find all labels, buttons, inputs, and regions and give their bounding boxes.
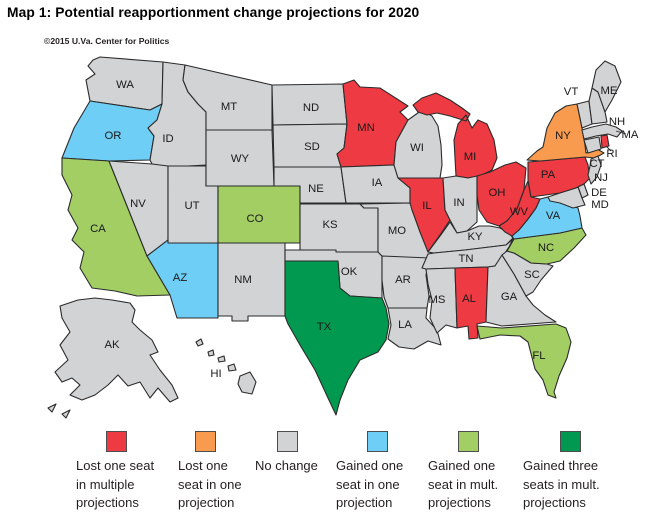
- legend-swatch-gained_one_mult: [458, 431, 479, 452]
- state-ks: [299, 203, 379, 253]
- state-label-or: OR: [105, 130, 122, 142]
- state-label-ia: IA: [372, 177, 383, 189]
- state-label-pa: PA: [541, 169, 556, 181]
- state-label-ms: MS: [429, 294, 446, 306]
- state-ak: [47, 297, 179, 419]
- legend-label-lost_multiple: Lost one seat in multiple projections: [76, 458, 155, 511]
- legend-swatch-lost_multiple: [106, 431, 127, 452]
- state-label-ak: AK: [104, 339, 120, 351]
- legend-item-gained_one_mult: Gained one seat in mult. projections: [428, 431, 498, 513]
- state-label-nc: NC: [538, 242, 554, 254]
- state-vt: [576, 100, 593, 129]
- state-fl: [476, 323, 572, 399]
- state-label-la: LA: [398, 319, 412, 331]
- state-label-vt: VT: [564, 86, 579, 98]
- state-in: [442, 175, 478, 234]
- legend-item-lost_one: Lost one seat in one projection: [178, 431, 242, 513]
- state-hi: [195, 338, 257, 395]
- state-label-nm: NM: [234, 274, 252, 286]
- legend-label-lost_one: Lost one seat in one projection: [178, 458, 242, 511]
- legend-swatch-lost_one: [195, 431, 216, 452]
- state-label-wy: WY: [231, 153, 250, 165]
- state-label-co: CO: [247, 213, 264, 225]
- legend-label-gained_one_mult: Gained one seat in mult. projections: [428, 458, 499, 511]
- state-label-ca: CA: [90, 223, 106, 235]
- legend-item-no_change: No change: [255, 431, 318, 476]
- state-label-mo: MO: [388, 225, 406, 237]
- legend-item-gained_three_mult: Gained three seats in mult. projections: [523, 431, 600, 513]
- state-label-ne: NE: [308, 183, 324, 195]
- legend-swatch-gained_three_mult: [560, 431, 581, 452]
- state-label-mt: MT: [221, 101, 237, 113]
- state-ri: [600, 134, 610, 149]
- state-label-mi: MI: [464, 151, 477, 163]
- state-label-al: AL: [462, 293, 476, 305]
- label-leader-line: [615, 130, 627, 135]
- state-label-wv: WV: [510, 206, 529, 218]
- state-md: [547, 186, 586, 209]
- legend-label-no_change: No change: [255, 458, 318, 473]
- state-label-oh: OH: [489, 187, 506, 199]
- state-label-nd: ND: [303, 102, 319, 114]
- state-label-wi: WI: [410, 142, 424, 154]
- state-label-nv: NV: [130, 198, 146, 210]
- state-label-ok: OK: [341, 266, 358, 278]
- state-ct: [583, 136, 602, 154]
- state-label-nh: NH: [609, 116, 625, 128]
- state-label-sd: SD: [304, 141, 320, 153]
- state-label-va: VA: [546, 210, 561, 222]
- state-label-hi: HI: [210, 368, 221, 380]
- label-leader-line: [605, 145, 612, 152]
- state-wv: [498, 180, 541, 237]
- state-label-nj: NJ: [594, 172, 608, 184]
- page-title: Map 1: Potential reapportionment change …: [7, 5, 420, 20]
- legend-swatch-no_change: [277, 431, 298, 452]
- legend-item-gained_one_one: Gained one seat in one projection: [336, 431, 403, 513]
- state-label-ks: KS: [322, 219, 338, 231]
- state-la: [387, 307, 442, 350]
- state-label-md: MD: [591, 199, 609, 211]
- state-me: [591, 60, 622, 113]
- state-label-mn: MN: [357, 122, 375, 134]
- copyright-text: ©2015 U.Va. Center for Politics: [44, 36, 170, 46]
- state-nj: [587, 155, 602, 185]
- state-label-ma: MA: [622, 129, 639, 141]
- state-label-sc: SC: [524, 269, 540, 281]
- state-label-fl: FL: [532, 350, 545, 362]
- legend-swatch-gained_one_one: [367, 431, 388, 452]
- state-label-me: ME: [601, 85, 618, 97]
- state-label-in: IN: [453, 197, 464, 209]
- state-label-ny: NY: [555, 130, 571, 142]
- legend-label-gained_one_one: Gained one seat in one projection: [336, 458, 404, 511]
- state-ga: [485, 254, 557, 327]
- state-label-az: AZ: [173, 272, 188, 284]
- state-label-ct: CT: [589, 158, 604, 170]
- state-ma: [581, 123, 623, 140]
- state-label-il: IL: [422, 200, 431, 212]
- legend-label-gained_three_mult: Gained three seats in mult. projections: [523, 458, 600, 511]
- state-label-ar: AR: [395, 274, 411, 286]
- state-label-ri: RI: [606, 148, 617, 160]
- state-label-tn: TN: [458, 253, 473, 265]
- state-tx: [284, 260, 390, 416]
- state-label-tx: TX: [317, 321, 332, 333]
- state-label-ut: UT: [184, 200, 199, 212]
- state-label-de: DE: [591, 187, 607, 199]
- state-label-ky: KY: [467, 231, 483, 243]
- state-label-id: ID: [162, 133, 173, 145]
- legend-item-lost_multiple: Lost one seat in multiple projections: [76, 431, 154, 513]
- state-label-wa: WA: [116, 79, 134, 91]
- state-label-ga: GA: [501, 291, 518, 303]
